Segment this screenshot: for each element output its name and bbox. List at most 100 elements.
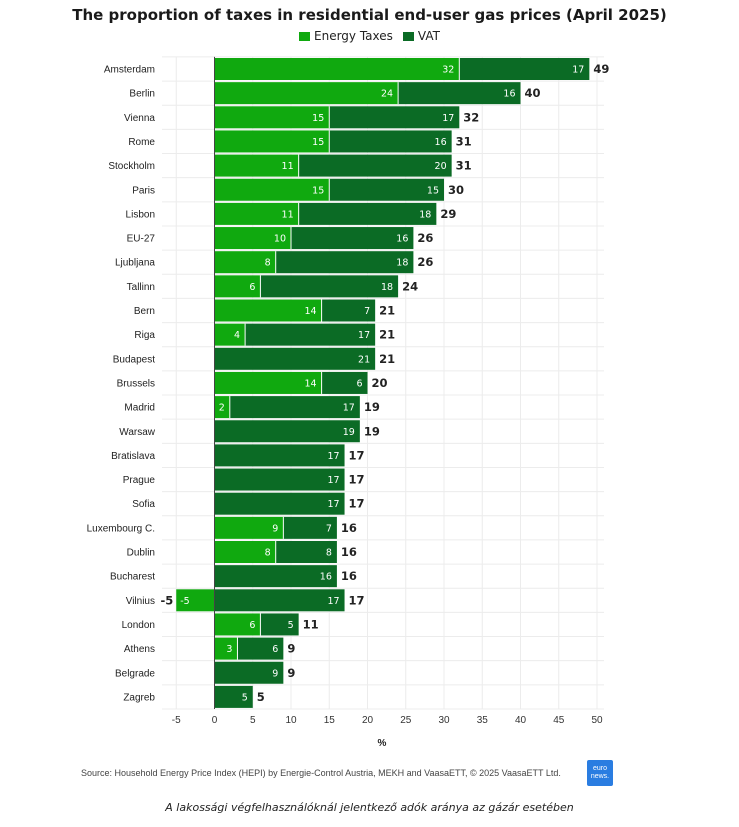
bar-vat <box>214 468 345 491</box>
bar-energy-taxes <box>214 275 261 298</box>
bar-vat <box>398 82 521 105</box>
bar-energy-taxes-label: 3 <box>226 644 232 655</box>
x-tick-label: 0 <box>212 715 218 726</box>
x-tick-label: 15 <box>324 715 336 726</box>
legend-item-vat[interactable]: VAT <box>402 29 440 43</box>
bar-vat <box>283 516 337 539</box>
bar-energy-taxes <box>214 82 399 105</box>
bar-total-label: 31 <box>456 134 472 148</box>
x-tick-label: 20 <box>362 715 374 726</box>
bar-energy-taxes <box>176 589 215 612</box>
x-tick-label: 10 <box>285 715 297 726</box>
bar-vat-label: 17 <box>327 475 339 486</box>
bar-total-label: 17 <box>349 448 365 462</box>
bar-energy-taxes-label: 6 <box>249 620 255 631</box>
category-label: Dublin <box>127 548 155 559</box>
bar-energy-taxes-label: 15 <box>312 185 324 196</box>
bar-vat-label: 20 <box>435 161 447 172</box>
category-label: Amsterdam <box>104 65 155 76</box>
x-tick-label: 25 <box>400 715 412 726</box>
x-tick-label: 45 <box>553 715 565 726</box>
bar-vat <box>214 492 345 515</box>
bar-vat <box>214 685 253 708</box>
bar-total-label: 19 <box>364 400 380 414</box>
bar-total-label: 11 <box>303 617 319 631</box>
bar-vat-label: 9 <box>272 668 278 679</box>
x-tick-label: 5 <box>250 715 256 726</box>
category-label: Tallinn <box>127 282 155 293</box>
logo-text-2: news. <box>590 773 610 780</box>
bar-energy-taxes-label: 9 <box>272 523 278 534</box>
bar-vat-label: 18 <box>381 282 393 293</box>
bar-vat-label: 16 <box>320 572 332 583</box>
category-label: Luxembourg C. <box>87 523 155 534</box>
bar-total-label: 19 <box>364 424 380 438</box>
bar-vat <box>214 565 337 588</box>
x-tick-label: 30 <box>438 715 450 726</box>
category-label: Prague <box>123 475 156 486</box>
x-tick-label: 50 <box>591 715 603 726</box>
bar-energy-taxes-label: 15 <box>312 137 324 148</box>
bar-total-label: 40 <box>525 86 541 100</box>
bar-energy-taxes <box>214 323 246 346</box>
bar-energy-taxes <box>214 130 330 153</box>
bar-energy-taxes <box>214 396 230 419</box>
bar-total-label: 16 <box>341 521 357 535</box>
bar-energy-taxes <box>214 106 330 129</box>
bar-vat-label: 18 <box>419 209 431 220</box>
bar-total-label: 31 <box>456 159 472 173</box>
bar-vat-label: 19 <box>343 427 355 438</box>
bar-vat-label: 6 <box>272 644 278 655</box>
bar-vat-label: 17 <box>572 65 584 76</box>
bar-total-label: 9 <box>287 642 295 656</box>
bar-energy-taxes-label: 15 <box>312 113 324 124</box>
bar-total-label: 20 <box>372 376 388 390</box>
x-axis-title: % <box>378 738 387 749</box>
legend-item-energy-taxes[interactable]: Energy Taxes <box>299 29 393 43</box>
bar-energy-taxes <box>214 516 284 539</box>
bar-energy-taxes <box>214 299 322 322</box>
bar-energy-taxes-label: 32 <box>442 65 454 76</box>
category-label: Vilnius <box>126 596 155 607</box>
bar-energy-taxes-label: 24 <box>381 89 393 100</box>
bar-vat <box>214 661 284 684</box>
bar-vat <box>275 541 337 563</box>
x-tick-label: 40 <box>515 715 527 726</box>
category-label: Ljubljana <box>115 258 155 269</box>
chart-title: The proportion of taxes in residential e… <box>72 6 667 24</box>
bar-vat <box>298 154 452 177</box>
bar-energy-taxes <box>214 178 330 201</box>
bar-vat-label: 6 <box>356 378 362 389</box>
category-label: Warsaw <box>119 427 156 438</box>
category-label: Budapest <box>113 354 155 365</box>
bar-vat-label: 18 <box>396 258 408 269</box>
bar-vat <box>459 58 590 80</box>
x-tick-label: -5 <box>172 715 181 726</box>
bar-vat-label: 17 <box>327 451 339 462</box>
bar-vat <box>275 251 414 274</box>
bar-total-label: 29 <box>440 207 456 221</box>
bar-vat <box>298 202 437 225</box>
category-label: Bratislava <box>111 451 155 462</box>
bar-vat-label: 17 <box>343 403 355 414</box>
bar-vat-label: 17 <box>442 113 454 124</box>
bar-total-label: 17 <box>349 473 365 487</box>
bar-total-label: 17 <box>349 593 365 607</box>
bar-vat <box>291 227 414 250</box>
logo-text-1: euro <box>592 765 607 772</box>
bar-total-label: 24 <box>402 279 418 293</box>
bar-energy-taxes <box>214 371 322 394</box>
category-label: Rome <box>128 137 155 148</box>
bar-energy-taxes <box>214 202 299 225</box>
category-label: Riga <box>134 330 155 341</box>
bar-vat-label: 16 <box>435 137 447 148</box>
x-tick-label: 35 <box>477 715 489 726</box>
legend-swatch-energy-taxes <box>299 31 311 41</box>
bar-energy-taxes-label: 10 <box>274 234 286 245</box>
bar-total-label: 32 <box>463 110 479 124</box>
bar-vat-label: 17 <box>358 330 370 341</box>
bar-total-label: 16 <box>341 569 357 583</box>
category-label: London <box>122 620 155 631</box>
bar-total-label: 21 <box>379 304 395 318</box>
bar-vat-label: 17 <box>327 499 339 510</box>
